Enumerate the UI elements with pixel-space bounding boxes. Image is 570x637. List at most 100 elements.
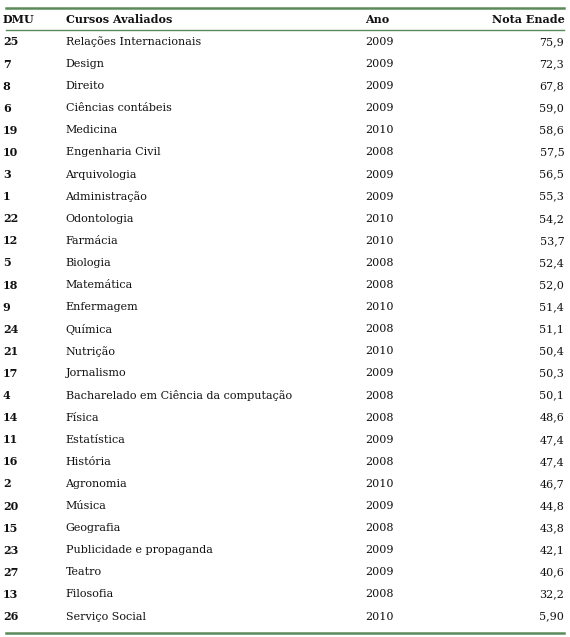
Text: 52,0: 52,0 (539, 280, 564, 290)
Text: 75,9: 75,9 (540, 37, 564, 47)
Text: 2009: 2009 (365, 81, 393, 91)
Text: 15: 15 (3, 523, 18, 534)
Text: DMU: DMU (3, 14, 34, 25)
Text: 50,3: 50,3 (539, 368, 564, 378)
Text: Serviço Social: Serviço Social (66, 612, 145, 622)
Text: Jornalismo: Jornalismo (66, 368, 126, 378)
Text: 24: 24 (3, 324, 18, 335)
Text: Direito: Direito (66, 81, 105, 91)
Text: Administração: Administração (66, 191, 148, 202)
Text: 5,90: 5,90 (539, 612, 564, 622)
Text: Enfermagem: Enfermagem (66, 302, 139, 312)
Text: 2008: 2008 (365, 457, 393, 467)
Text: Odontologia: Odontologia (66, 214, 134, 224)
Text: 59,0: 59,0 (539, 103, 564, 113)
Text: 12: 12 (3, 235, 18, 247)
Text: Engenharia Civil: Engenharia Civil (66, 147, 160, 157)
Text: 2008: 2008 (365, 390, 393, 401)
Text: Publicidade e propaganda: Publicidade e propaganda (66, 545, 213, 555)
Text: 2010: 2010 (365, 612, 393, 622)
Text: 50,4: 50,4 (539, 347, 564, 356)
Text: 2008: 2008 (365, 258, 393, 268)
Text: Matemática: Matemática (66, 280, 133, 290)
Text: 2009: 2009 (365, 37, 393, 47)
Text: 5: 5 (3, 257, 11, 268)
Text: Estatística: Estatística (66, 435, 125, 445)
Text: 47,4: 47,4 (540, 457, 564, 467)
Text: Teatro: Teatro (66, 568, 101, 577)
Text: 54,2: 54,2 (539, 214, 564, 224)
Text: 52,4: 52,4 (539, 258, 564, 268)
Text: Farmácia: Farmácia (66, 236, 119, 246)
Text: 6: 6 (3, 103, 11, 114)
Text: 72,3: 72,3 (540, 59, 564, 69)
Text: 21: 21 (3, 346, 18, 357)
Text: 43,8: 43,8 (539, 523, 564, 533)
Text: 2009: 2009 (365, 368, 393, 378)
Text: Geografia: Geografia (66, 523, 121, 533)
Text: Bacharelado em Ciência da computação: Bacharelado em Ciência da computação (66, 390, 292, 401)
Text: 2010: 2010 (365, 125, 393, 135)
Text: Química: Química (66, 324, 113, 335)
Text: 17: 17 (3, 368, 18, 379)
Text: 42,1: 42,1 (539, 545, 564, 555)
Text: Nota Enade: Nota Enade (491, 14, 564, 25)
Text: 53,7: 53,7 (540, 236, 564, 246)
Text: 2008: 2008 (365, 413, 393, 423)
Text: Arquivologia: Arquivologia (66, 169, 137, 180)
Text: Ano: Ano (365, 14, 389, 25)
Text: 22: 22 (3, 213, 18, 224)
Text: 2009: 2009 (365, 501, 393, 511)
Text: Design: Design (66, 59, 104, 69)
Text: 2009: 2009 (365, 103, 393, 113)
Text: 51,1: 51,1 (539, 324, 564, 334)
Text: 46,7: 46,7 (540, 479, 564, 489)
Text: 20: 20 (3, 501, 18, 512)
Text: 2008: 2008 (365, 324, 393, 334)
Text: 19: 19 (3, 125, 18, 136)
Text: 1: 1 (3, 191, 10, 202)
Text: Nutrição: Nutrição (66, 346, 116, 357)
Text: 2010: 2010 (365, 214, 393, 224)
Text: 56,5: 56,5 (539, 169, 564, 180)
Text: 2010: 2010 (365, 347, 393, 356)
Text: 23: 23 (3, 545, 18, 556)
Text: 2010: 2010 (365, 302, 393, 312)
Text: 25: 25 (3, 36, 18, 47)
Text: 3: 3 (3, 169, 11, 180)
Text: 47,4: 47,4 (540, 435, 564, 445)
Text: 50,1: 50,1 (539, 390, 564, 401)
Text: 2009: 2009 (365, 545, 393, 555)
Text: 51,4: 51,4 (539, 302, 564, 312)
Text: 13: 13 (3, 589, 18, 600)
Text: 4: 4 (3, 390, 11, 401)
Text: 2008: 2008 (365, 589, 393, 599)
Text: 44,8: 44,8 (539, 501, 564, 511)
Text: Medicina: Medicina (66, 125, 118, 135)
Text: Relações Internacionais: Relações Internacionais (66, 36, 201, 47)
Text: 26: 26 (3, 611, 18, 622)
Text: 11: 11 (3, 434, 18, 445)
Text: Música: Música (66, 501, 107, 511)
Text: Ciências contábeis: Ciências contábeis (66, 103, 172, 113)
Text: 27: 27 (3, 567, 18, 578)
Text: 9: 9 (3, 302, 11, 313)
Text: 67,8: 67,8 (540, 81, 564, 91)
Text: 2: 2 (3, 478, 10, 489)
Text: 58,6: 58,6 (539, 125, 564, 135)
Text: História: História (66, 457, 111, 467)
Text: 57,5: 57,5 (540, 147, 564, 157)
Text: Agronomia: Agronomia (66, 479, 127, 489)
Text: 2010: 2010 (365, 236, 393, 246)
Text: 32,2: 32,2 (539, 589, 564, 599)
Text: 7: 7 (3, 59, 11, 69)
Text: 2010: 2010 (365, 479, 393, 489)
Text: 2008: 2008 (365, 523, 393, 533)
Text: 40,6: 40,6 (539, 568, 564, 577)
Text: 2009: 2009 (365, 169, 393, 180)
Text: 2009: 2009 (365, 192, 393, 202)
Text: Cursos Avaliados: Cursos Avaliados (66, 14, 172, 25)
Text: Filosofia: Filosofia (66, 589, 114, 599)
Text: 14: 14 (3, 412, 18, 423)
Text: 55,3: 55,3 (539, 192, 564, 202)
